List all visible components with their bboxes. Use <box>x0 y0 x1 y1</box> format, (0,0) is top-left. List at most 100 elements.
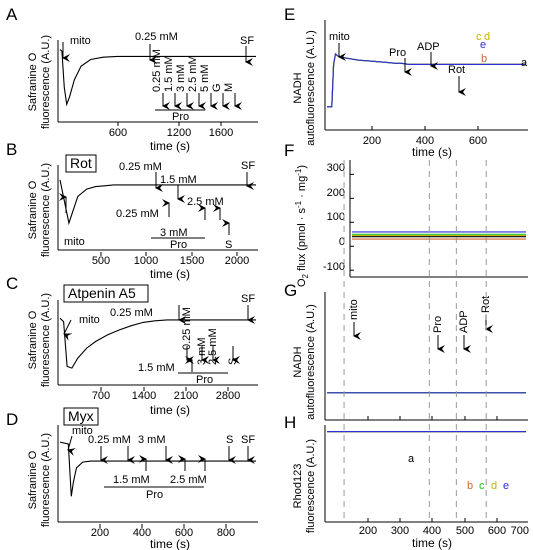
panel-h-tick-2: 300 <box>391 525 409 537</box>
panel-f-ytick-0: 0 <box>339 236 345 248</box>
panel-label-c: C <box>6 274 18 293</box>
panel-f-ytick-200: 200 <box>327 187 345 199</box>
panel-c-ann-mito: mito <box>79 314 100 326</box>
panel-label-f: F <box>284 141 294 160</box>
panel-c-tick-3: 2100 <box>174 390 198 402</box>
panel-a-ticks <box>117 122 222 126</box>
panel-b-ylabel-2: fluorescence (A.U.) <box>40 163 52 257</box>
panel-c-ann-pro: Pro <box>196 374 213 386</box>
panel-h-ticks <box>367 518 498 522</box>
panel-h-tick-1: 200 <box>359 525 377 537</box>
panel-c-xlabel: time (s) <box>150 403 190 417</box>
panel-e-label-e: e <box>480 39 486 51</box>
panel-f-ytick-300: 300 <box>327 162 345 174</box>
panel-b: B Rot Safranine O fluorescence (A.U.) 50… <box>6 140 258 281</box>
panel-a-trace <box>59 49 256 107</box>
panel-e-ann-adp: ADP <box>417 41 440 53</box>
panel-h-label-c: c <box>479 480 485 492</box>
panel-e-ylabel-2: autofluorescence (A.U.) <box>305 30 317 146</box>
panel-g: G NADH autofluorescence (A.U.) mito Pro … <box>284 281 528 421</box>
panel-c-arrow-mito <box>63 319 73 341</box>
panel-a-xlabel: time (s) <box>150 139 190 153</box>
panel-d-tick-1: 200 <box>91 527 109 539</box>
panel-e-series-c <box>327 53 526 108</box>
panel-b-ann-mito: mito <box>64 236 85 248</box>
panel-d-ann-sf: SF <box>241 434 255 446</box>
panel-d-ylabel-1: Safranine O <box>27 450 39 509</box>
panel-d: D Myx Safranine O fluorescence (A.U.) 20… <box>6 407 258 550</box>
panel-b-ann-sf: SF <box>241 160 255 172</box>
panel-g-ann-pro: Pro <box>432 316 444 333</box>
panel-d-xlabel: time (s) <box>150 537 190 550</box>
panel-label-a: A <box>6 5 18 24</box>
panel-label-e: E <box>284 5 295 24</box>
panel-c-tick-1: 700 <box>92 390 110 402</box>
panel-b-tick-3: 1500 <box>180 255 204 267</box>
panel-c-ylabel-2: fluorescence (A.U.) <box>40 293 52 387</box>
panel-a-ann-c7: G <box>211 83 223 92</box>
panel-h-label-d: d <box>491 480 497 492</box>
panel-d-ann-c1: 0.25 mM <box>88 434 131 446</box>
panel-d-tick-4: 800 <box>217 527 235 539</box>
panel-b-xlabel: time (s) <box>150 267 190 281</box>
panel-e-label-a: a <box>521 57 528 69</box>
event-dashed-lines <box>343 160 487 520</box>
panel-d-tick-2: 400 <box>133 527 151 539</box>
panel-a-ann-c2: 0.25 mM <box>151 49 163 92</box>
panel-c-tick-2: 1400 <box>132 390 156 402</box>
panel-g-ann-mito: mito <box>348 299 360 320</box>
panel-e-series-b <box>327 53 526 108</box>
panel-d-ann-pro: Pro <box>146 489 163 501</box>
panel-d-trace <box>59 441 256 497</box>
panel-d-ylabel-2: fluorescence (A.U.) <box>40 433 52 527</box>
panel-c-ann-c2: 0.25 mM <box>181 307 193 350</box>
panel-b-tick-4: 2000 <box>225 255 249 267</box>
panel-label-g: G <box>284 281 297 300</box>
panel-e: E NADH autofluorescence (A.U.) 200 400 6… <box>284 5 528 159</box>
panel-d-ticks <box>99 524 227 528</box>
panel-g-ann-adp: ADP <box>458 310 470 333</box>
panel-a-tick-1: 600 <box>109 127 127 139</box>
panel-e-xlabel: time (s) <box>412 145 452 159</box>
panel-label-h: H <box>284 413 296 432</box>
panel-h-label-b: b <box>467 480 473 492</box>
panel-a-tick-3: 1600 <box>209 127 233 139</box>
panel-f: F O2 flux (pmol · s-1 · mg-1) 300 200 10… <box>284 141 528 287</box>
panel-d-arrow-mito <box>67 435 76 456</box>
panel-h-ylabel-2: fluorescence (A.U.) <box>305 439 317 533</box>
panel-a-tick-2: 1200 <box>167 127 191 139</box>
panel-e-series-e <box>327 53 526 108</box>
panel-a-ylabel-2: fluorescence (A.U.) <box>40 35 52 129</box>
panel-a-ann-mito: mito <box>70 35 91 47</box>
panel-a-arrows <box>162 93 242 110</box>
panel-e-label-d: d <box>484 31 490 43</box>
panel-c-ylabel-1: Safranine O <box>27 310 39 369</box>
panel-e-tick-3: 600 <box>469 135 487 147</box>
panel-b-ann-pro: Pro <box>170 239 187 251</box>
panel-d-ann-c4: 2.5 mM <box>170 474 207 486</box>
panel-h-tick-5: 600 <box>488 525 506 537</box>
panel-g-ylabel-2: autofluorescence (A.U.) <box>305 304 317 420</box>
panel-label-d: D <box>6 410 18 429</box>
panel-h-tick-6: 700 <box>511 525 529 537</box>
panel-h-label-a: a <box>408 453 415 465</box>
panel-g-ylabel-1: NADH <box>292 346 304 377</box>
panel-b-ann-c1: 0.25 mM <box>119 161 162 173</box>
panel-d-ann-c3: 1.5 mM <box>113 474 150 486</box>
panel-a-ylabel-1: Safranine O <box>27 52 39 111</box>
panel-e-ann-rot: Rot <box>448 64 465 76</box>
panel-a-ann-sf: SF <box>240 35 254 47</box>
panel-d-boxlabel: Myx <box>68 408 94 424</box>
panel-c-ticks <box>100 387 229 391</box>
panel-h-xlabel: time (s) <box>412 536 452 550</box>
panel-f-yticks <box>350 173 354 271</box>
panel-e-ylabel-1: NADH <box>292 72 304 103</box>
panel-e-tick-2: 400 <box>416 135 434 147</box>
panel-b-ann-c4: 2.5 mM <box>187 196 224 208</box>
panel-label-b: B <box>6 140 17 159</box>
panel-h-tick-4: 500 <box>456 525 474 537</box>
panel-e-series-a <box>327 53 526 108</box>
panel-f-ytick-neg100: -100 <box>323 261 345 273</box>
panel-a-ann-pro: Pro <box>172 111 189 123</box>
panel-a-ann-c6: 5 mM <box>199 65 211 93</box>
